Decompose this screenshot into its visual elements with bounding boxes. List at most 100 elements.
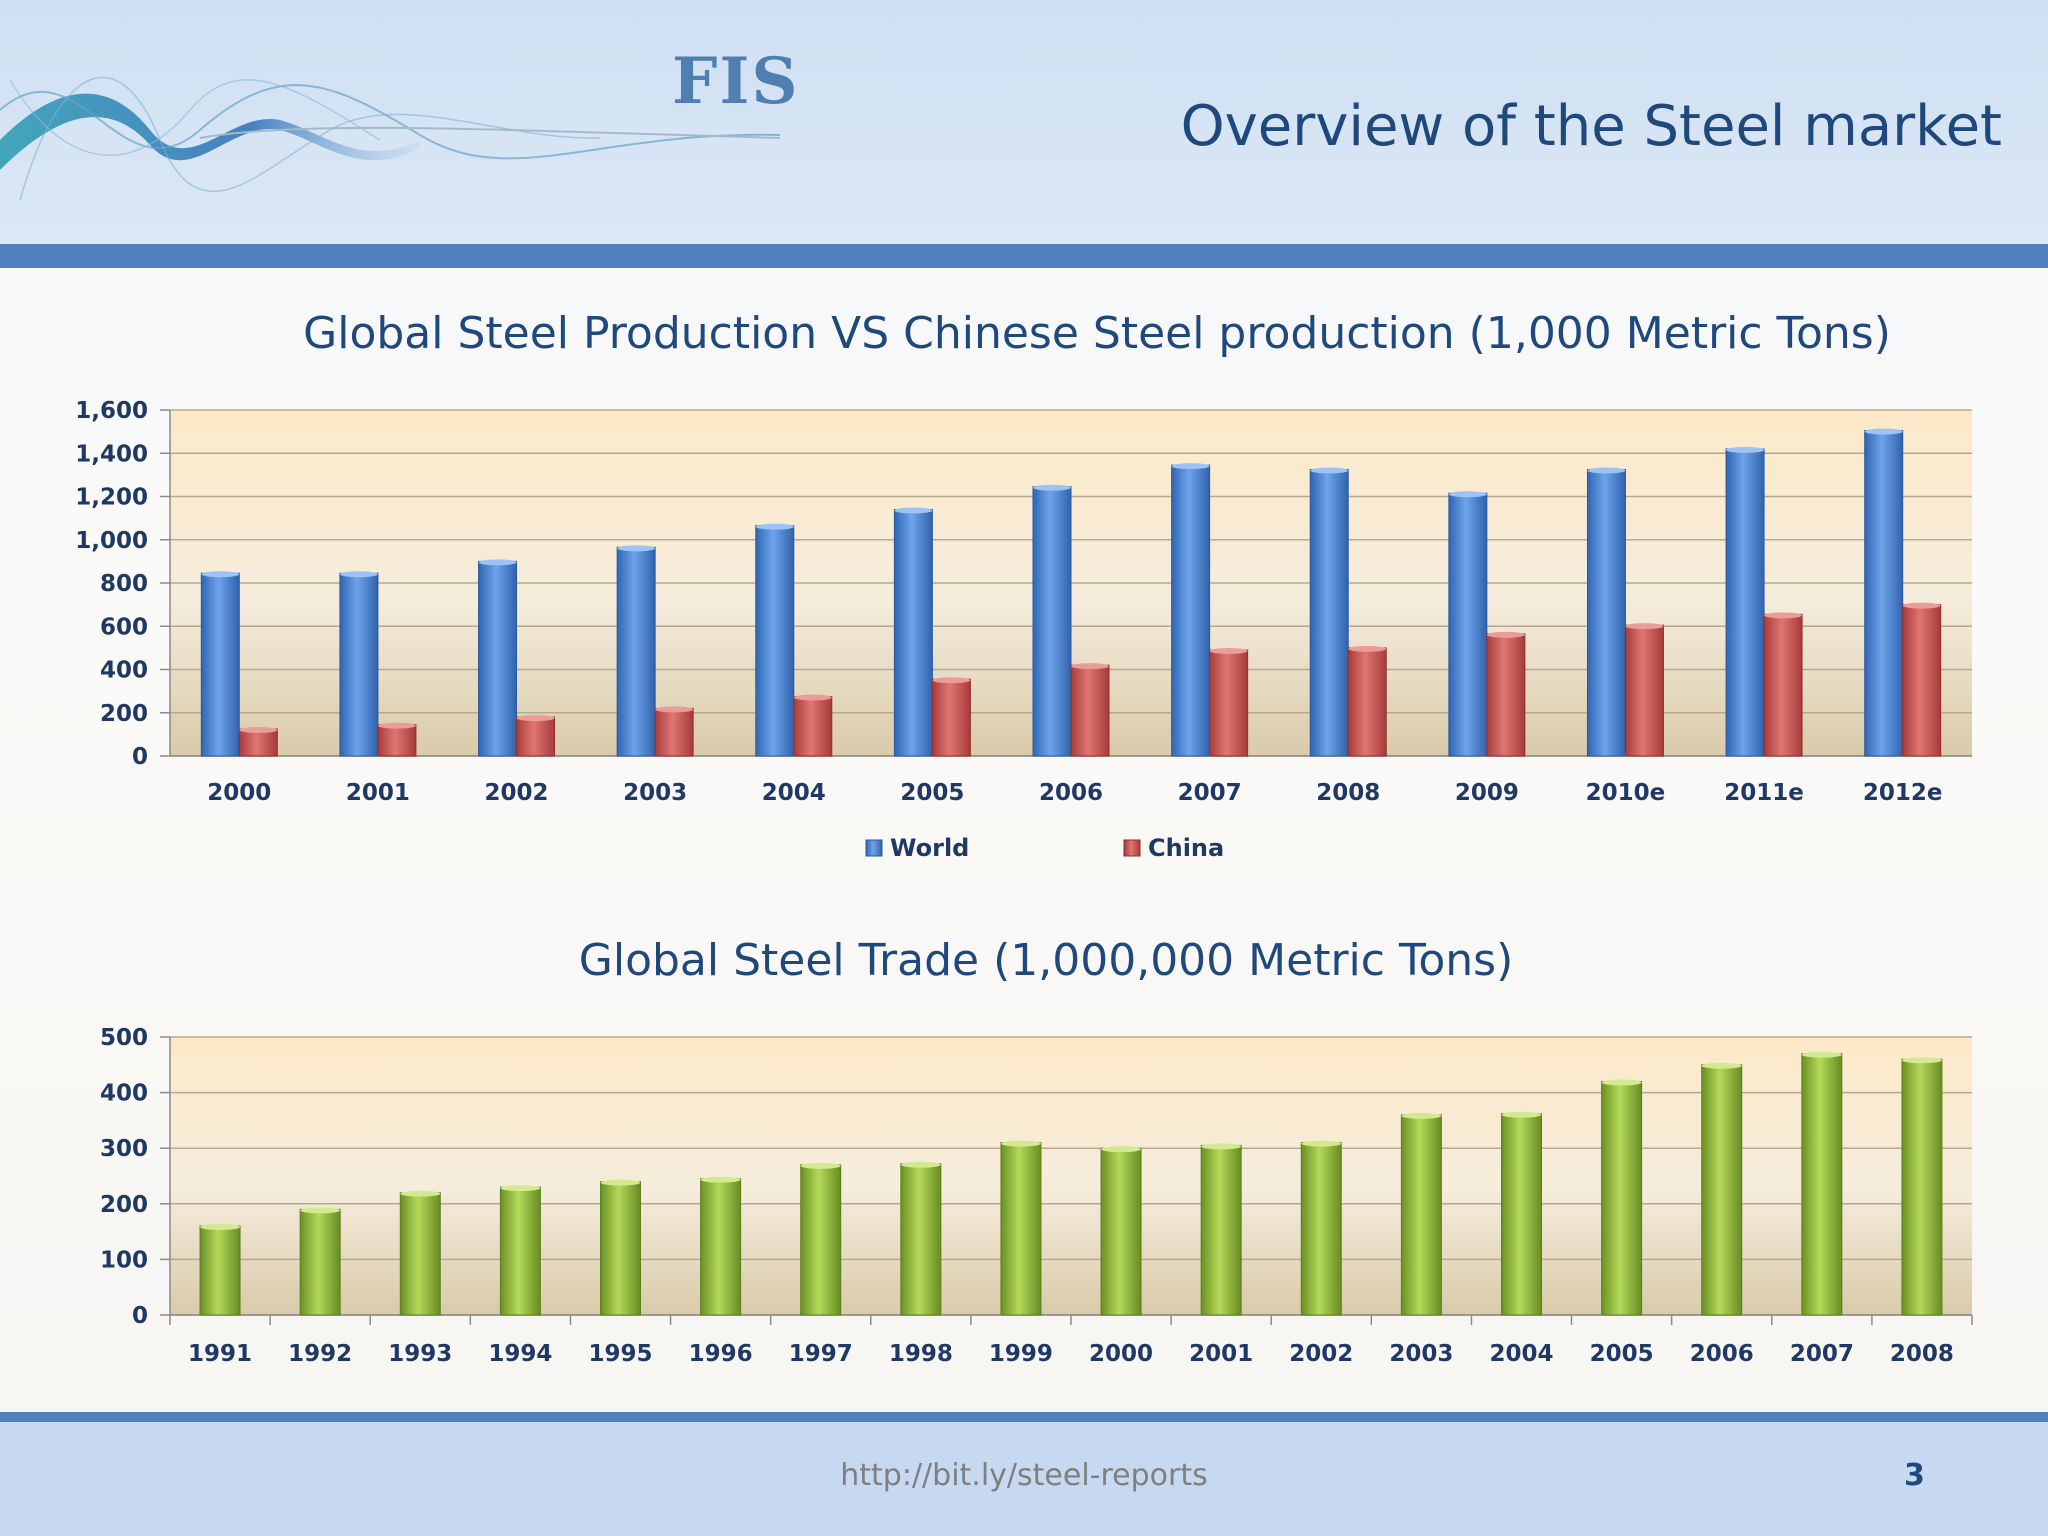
bar-china (1902, 604, 1942, 757)
bar-value (1801, 1053, 1843, 1316)
production-chart-title: Global Steel Production VS Chinese Steel… (303, 308, 1891, 359)
x-tick-label: 2003 (623, 780, 687, 806)
bar-value (1701, 1064, 1743, 1316)
bar-cap (1101, 1146, 1142, 1153)
y-tick-label: 200 (100, 1192, 148, 1218)
x-tick-label: 2000 (207, 780, 271, 806)
bar-cap (516, 715, 555, 722)
bar-value (700, 1178, 742, 1316)
x-tick-label: 1999 (989, 1341, 1053, 1367)
footer-url[interactable]: http://bit.ly/steel-reports (840, 1458, 1208, 1493)
bar-cap (1033, 484, 1071, 491)
x-tick-label: 2003 (1389, 1341, 1453, 1367)
bar-cap (200, 1224, 241, 1231)
bar-cap (500, 1185, 541, 1192)
y-tick-label: 1,000 (75, 528, 148, 554)
bar-china (1347, 647, 1387, 757)
bar-value (1601, 1080, 1643, 1316)
x-tick-label: 2001 (346, 780, 410, 806)
bar-world (616, 546, 656, 757)
x-tick-label: 2004 (762, 780, 826, 806)
bar-cap (1301, 1140, 1342, 1147)
bar-world (200, 572, 240, 757)
slide-header (0, 0, 2048, 244)
bar-cap (377, 722, 416, 729)
bar-world (1586, 468, 1626, 757)
bar-value (900, 1163, 942, 1316)
logo-text: FIS (672, 44, 800, 119)
bar-world (893, 508, 933, 757)
bar-cap (1209, 648, 1248, 655)
bar-cap (1171, 463, 1210, 470)
bar-china (1486, 633, 1526, 757)
trade-chart-title: Global Steel Trade (1,000,000 Metric Ton… (578, 935, 1514, 986)
bar-cap (1201, 1143, 1242, 1150)
bar-value (1501, 1113, 1542, 1316)
bar-cap (1625, 623, 1664, 630)
plot-area (170, 1037, 1972, 1315)
x-tick-label: 1992 (288, 1341, 352, 1367)
bar-value (800, 1164, 842, 1316)
footer-divider (0, 1412, 2048, 1422)
bar-china (931, 678, 971, 757)
y-tick-label: 600 (100, 614, 148, 640)
x-tick-label: 2008 (1316, 780, 1380, 806)
bar-cap (655, 706, 694, 713)
bar-world (1032, 486, 1072, 757)
bar-cap (1501, 1111, 1542, 1118)
bar-world (755, 525, 795, 757)
legend-label-china: China (1148, 834, 1224, 862)
bar-cap (800, 1162, 841, 1169)
bar-cap (300, 1207, 341, 1214)
y-tick-label: 300 (100, 1136, 148, 1162)
bar-cap (1902, 602, 1941, 609)
bar-cap (793, 694, 832, 701)
legend-swatch-china (1123, 839, 1141, 857)
x-tick-label: 2001 (1189, 1341, 1253, 1367)
bar-cap (1764, 612, 1803, 619)
bar-china (793, 696, 833, 757)
x-tick-label: 2008 (1890, 1341, 1954, 1367)
bar-value (499, 1186, 541, 1316)
x-tick-label: 1994 (488, 1341, 552, 1367)
slide-title: Overview of the Steel market (1180, 94, 2002, 159)
x-tick-label: 2009 (1455, 780, 1519, 806)
bar-china (516, 716, 556, 757)
bar-cap (201, 571, 240, 578)
bar-cap (1401, 1112, 1442, 1119)
bar-cap (900, 1161, 941, 1168)
bar-cap (1726, 446, 1765, 453)
x-tick-label: 1991 (188, 1341, 252, 1367)
bar-cap (894, 507, 933, 514)
bar-china (377, 724, 417, 757)
bar-value (199, 1225, 241, 1316)
bar-cap (755, 523, 794, 530)
x-tick-label: 2002 (1289, 1341, 1353, 1367)
bar-cap (478, 559, 517, 566)
bar-cap (600, 1179, 641, 1186)
x-tick-label: 2011e (1724, 780, 1804, 806)
bar-china (1763, 613, 1803, 757)
bar-china (1209, 649, 1249, 757)
bar-cap (617, 545, 656, 552)
bar-value (1000, 1142, 1042, 1316)
bar-cap (1071, 663, 1109, 670)
y-tick-label: 0 (132, 744, 148, 770)
x-tick-label: 2012e (1863, 780, 1943, 806)
bar-value (1901, 1058, 1943, 1316)
bar-cap (1601, 1079, 1642, 1086)
production-chart: 0 200 400 600 800 1,000 1,200 1,400 1,600 2000 200… (75, 398, 1972, 862)
bar-world (1864, 430, 1904, 757)
bar-cap (1901, 1057, 1942, 1064)
bar-cap (1448, 491, 1487, 498)
y-tick-label: 200 (100, 701, 148, 727)
legend-label-world: World (890, 834, 969, 862)
legend-swatch-world (865, 839, 883, 857)
bar-china (1624, 624, 1664, 757)
y-tick-label: 1,400 (75, 441, 148, 467)
y-tick-label: 500 (100, 1025, 148, 1051)
bar-value (1300, 1142, 1342, 1316)
bar-cap (1864, 428, 1903, 435)
bar-cap (1348, 645, 1387, 652)
